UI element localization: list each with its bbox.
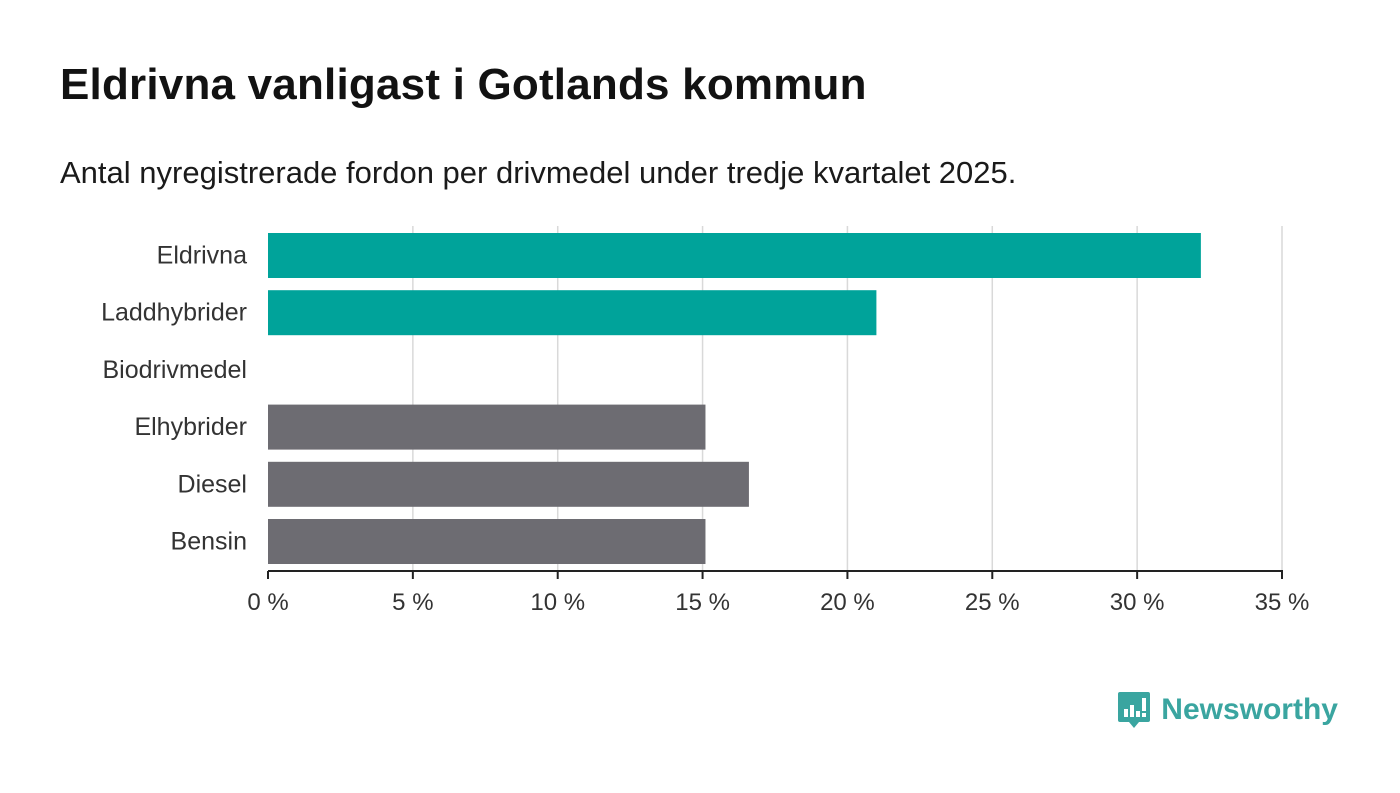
x-tick-label: 30 %	[1110, 589, 1165, 616]
bar-chart: Eldrivna Laddhybrider Biodrivmedel Elhybrid…	[101, 226, 1310, 616]
category-label: Bensin	[171, 528, 247, 556]
x-tick-label: 25 %	[965, 589, 1020, 616]
x-tick-label: 5 %	[392, 589, 433, 616]
x-tick-label: 10 %	[530, 589, 585, 616]
category-label: Eldrivna	[157, 242, 247, 270]
brand-name: Newsworthy	[1161, 693, 1338, 726]
bar-eldrivna	[268, 233, 1201, 278]
category-labels: Eldrivna Laddhybrider Biodrivmedel Elhybrid…	[101, 242, 247, 556]
bar-elhybrider	[268, 404, 706, 450]
category-label: Diesel	[178, 470, 247, 498]
newsworthy-icon	[1118, 692, 1151, 728]
x-axis: 0 % 5 % 10 % 15 % 20 % 25 % 30 % 35 %	[247, 570, 1310, 616]
bar-laddhybrider	[268, 290, 877, 336]
bar-diesel	[268, 461, 749, 507]
x-tick-label: 15 %	[675, 589, 730, 616]
chart-title: Eldrivna vanligast i Gotlands kommun	[60, 60, 867, 109]
x-tick-label: 0 %	[247, 589, 288, 616]
category-label: Laddhybrider	[101, 299, 247, 327]
brand-logo: Newsworthy	[1117, 690, 1338, 730]
x-tick-label: 35 %	[1255, 589, 1310, 616]
chart-subtitle: Antal nyregistrerade fordon per drivmede…	[60, 155, 1017, 190]
category-label: Elhybrider	[134, 413, 247, 441]
grid-lines	[412, 226, 1283, 571]
category-label: Biodrivmedel	[102, 356, 247, 384]
bar-bensin	[268, 519, 706, 564]
bars	[268, 233, 1201, 564]
x-tick-label: 20 %	[820, 589, 875, 616]
